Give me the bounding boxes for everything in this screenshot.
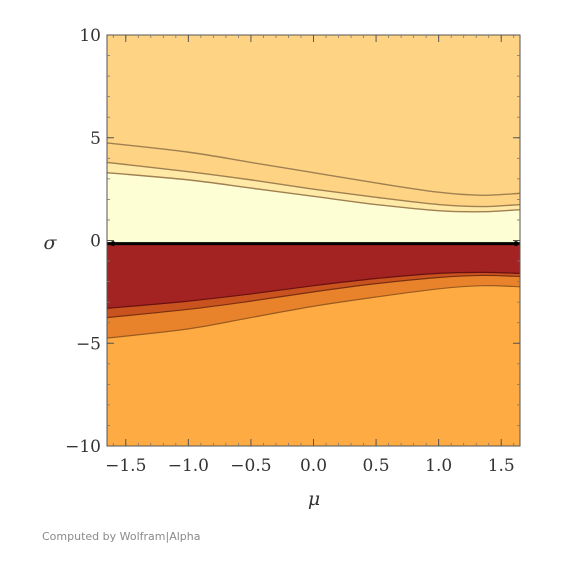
upper-contour-middle-line (106, 161, 521, 208)
y-tick-label: −10 (65, 437, 101, 457)
x-axis-title: μ (308, 488, 320, 510)
zero-line-right-cap (513, 241, 519, 247)
contour-fills (107, 35, 520, 446)
y-axis-title: σ (44, 232, 58, 254)
credit-text: Computed by Wolfram|Alpha (42, 530, 201, 543)
lower-contour-inner-region (107, 243, 520, 309)
x-tick-label: −1.5 (105, 456, 146, 476)
x-tick-label: 1.0 (425, 456, 452, 476)
x-tick-label: −0.5 (230, 456, 271, 476)
x-axis: −1.5 −1.0 −0.5 0.0 0.5 1.0 1.5 (105, 35, 515, 476)
y-tick-label: −5 (76, 334, 101, 354)
x-tick-label: 0.0 (300, 456, 327, 476)
x-tick-label: 0.5 (363, 456, 390, 476)
y-tick-label: 10 (79, 26, 101, 46)
y-axis: 10 5 0 −5 −10 (65, 26, 520, 457)
y-tick-label: 0 (90, 232, 101, 252)
lower-contour-inner-line (106, 271, 521, 309)
upper-contour-outer-line (106, 142, 521, 196)
contour-lines (106, 142, 521, 339)
lower-contour-middle-line (106, 274, 521, 319)
upper-contour-inner-region (107, 172, 520, 244)
x-tick-label: −1.0 (168, 456, 209, 476)
x-tick-label: 1.5 (488, 456, 515, 476)
y-tick-label: 5 (90, 129, 101, 149)
lower-contour-outer-line (106, 285, 521, 339)
zero-line-left-cap (110, 241, 116, 247)
upper-contour-inner-line (106, 171, 521, 213)
